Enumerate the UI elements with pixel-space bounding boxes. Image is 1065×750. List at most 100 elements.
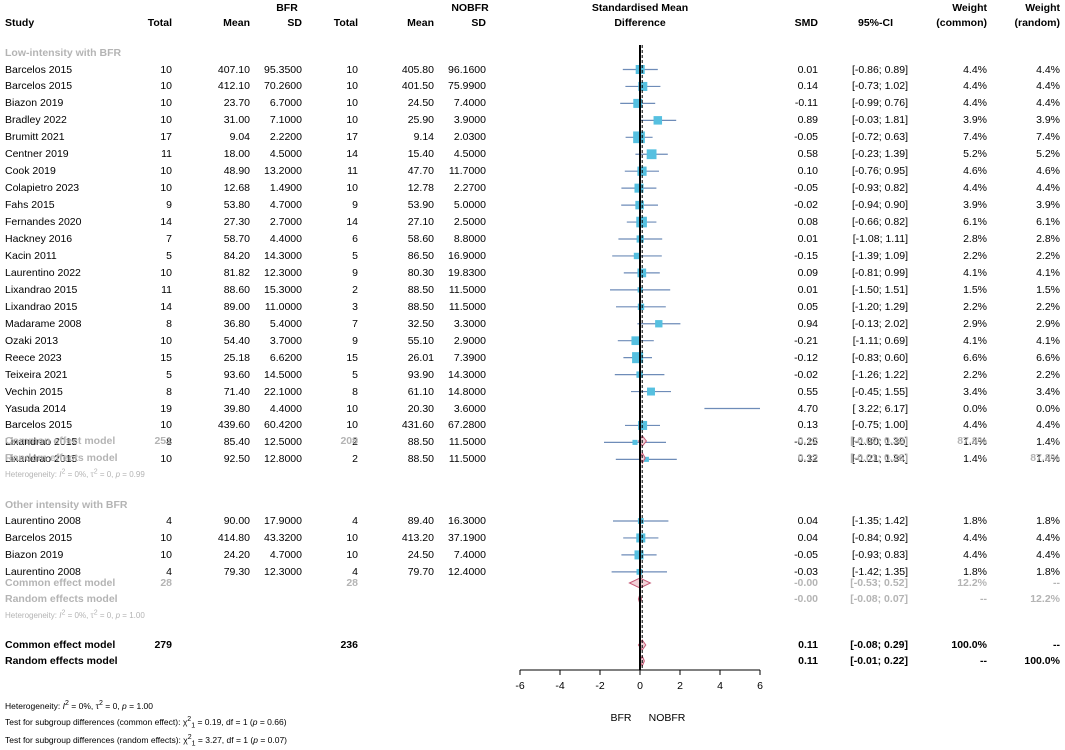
study-smd: 0.58	[797, 148, 818, 161]
nobfr-mean: 88.50	[407, 300, 434, 313]
nobfr-mean: 88.50	[407, 453, 434, 466]
header-study: Study	[5, 17, 35, 29]
bfr-total: 5	[166, 368, 172, 381]
nobfr-total: 17	[346, 131, 358, 144]
low-heterogeneity: Heterogeneity: I2 = 0%, τ2 = 0, p = 0.99	[5, 468, 145, 480]
study-smd: -0.05	[794, 131, 818, 144]
nobfr-sd: 8.8000	[453, 233, 486, 245]
study-name: Teixeira 2021	[5, 368, 68, 381]
bfr-mean: 27.30	[223, 216, 250, 229]
bfr-mean: 48.90	[223, 165, 250, 178]
nobfr-total: 4	[352, 565, 358, 578]
header-total-nobfr: Total	[333, 17, 358, 29]
test-chi-sub: 1	[191, 722, 196, 730]
study-ci: [-1.11; 0.69]	[852, 334, 908, 347]
bfr-mean: 81.82	[223, 266, 250, 279]
study-weight-common: 3.9%	[963, 114, 987, 127]
other-common-model-ci: [-0.53; 0.52]	[850, 577, 908, 589]
test-p-value: = 0.07)	[257, 735, 288, 745]
nobfr-total: 9	[352, 266, 358, 279]
study-smd: 0.04	[797, 515, 818, 527]
study-ci: [-0.84; 0.92]	[851, 531, 908, 544]
header-smd: SMD	[794, 17, 818, 29]
nobfr-total: 4	[352, 515, 358, 527]
nobfr-mean: 431.60	[401, 419, 434, 432]
study-smd: 0.01	[797, 233, 818, 245]
header-weight-1: Weight	[952, 2, 987, 14]
nobfr-mean: 80.30	[407, 266, 434, 279]
nobfr-sd: 19.8300	[448, 266, 486, 279]
nobfr-sd: 3.6000	[453, 402, 486, 415]
nobfr-mean: 27.10	[407, 216, 434, 229]
nobfr-mean: 58.60	[407, 233, 434, 245]
study-smd: -0.15	[794, 249, 818, 262]
study-square	[633, 252, 641, 260]
study-name: Barcelos 2015	[5, 531, 73, 544]
study-weight-random: 4.4%	[1036, 182, 1060, 195]
bfr-sd: 43.3200	[264, 531, 302, 544]
x-label-nobfr: NOBFR	[648, 712, 686, 724]
study-weight-common: 1.4%	[963, 436, 987, 449]
study-name: Lixandrao 2015	[5, 436, 78, 449]
bfr-total: 10	[160, 97, 172, 110]
bfr-sd: 60.4200	[264, 419, 302, 432]
study-ci: [-1.21; 1.84]	[851, 453, 908, 466]
nobfr-sd: 5.0000	[453, 199, 486, 212]
nobfr-mean: 401.50	[401, 80, 434, 93]
low-common-model-weight-common: 87.8%	[957, 435, 987, 447]
bfr-sd: 12.3000	[264, 266, 302, 279]
nobfr-sd: 7.4000	[453, 97, 486, 110]
overall-common-model-weight-common: 100.0%	[951, 639, 987, 651]
study-smd: 0.10	[797, 165, 818, 178]
het-tau-sup: 2	[93, 468, 98, 476]
study-square	[636, 216, 647, 228]
nobfr-sd: 2.2700	[453, 182, 486, 195]
x-axis-tick-label: 2	[677, 680, 683, 692]
header-sd-nobfr: SD	[471, 17, 486, 29]
header-weight-2: Weight	[1025, 2, 1060, 14]
nobfr-total: 10	[346, 419, 358, 432]
het-tau: τ	[90, 470, 94, 479]
study-weight-random: 6.6%	[1036, 351, 1060, 364]
nobfr-sd: 16.9000	[448, 249, 486, 262]
study-smd: -0.03	[794, 565, 818, 578]
study-ci: [-1.20; 1.29]	[851, 300, 908, 313]
x-axis-tick-label: 0	[637, 680, 643, 692]
nobfr-total: 14	[346, 148, 358, 161]
study-weight-random: 4.1%	[1036, 334, 1060, 347]
study-weight-random: 7.4%	[1036, 131, 1060, 144]
bfr-mean: 92.50	[223, 453, 250, 466]
study-name: Hackney 2016	[5, 233, 73, 245]
het-p-value: = 0.99	[120, 470, 145, 479]
study-weight-random: 1.5%	[1036, 283, 1060, 296]
het-i2-sup: 2	[65, 700, 69, 708]
study-weight-common: 5.2%	[963, 148, 987, 161]
study-smd: -0.05	[794, 548, 818, 561]
bfr-sd: 15.3000	[264, 283, 302, 296]
bfr-sd: 14.5000	[264, 368, 302, 381]
study-name: Reece 2023	[5, 351, 62, 364]
bfr-mean: 88.60	[223, 283, 250, 296]
study-smd: -0.11	[794, 97, 818, 110]
study-ci: [-0.83; 0.60]	[851, 351, 908, 364]
study-smd: -0.05	[794, 182, 818, 195]
study-weight-common: 4.1%	[963, 266, 987, 279]
study-weight-common: 4.4%	[963, 80, 987, 93]
study-square	[633, 98, 643, 108]
study-name: Fernandes 2020	[5, 216, 82, 229]
study-ci: [-1.26; 1.22]	[851, 368, 908, 381]
study-ci: [-0.99; 0.76]	[851, 97, 908, 110]
nobfr-total: 9	[352, 334, 358, 347]
study-ci: [-0.86; 0.89]	[851, 63, 908, 76]
study-weight-random: 2.9%	[1036, 317, 1060, 330]
study-weight-common: 1.5%	[963, 283, 987, 296]
test-p: p	[253, 735, 258, 745]
het-p: p	[122, 701, 127, 711]
het-prefix: Heterogeneity:	[5, 470, 60, 479]
study-weight-common: 2.9%	[963, 317, 987, 330]
study-weight-random: 4.6%	[1036, 165, 1060, 178]
study-weight-common: 1.8%	[963, 565, 987, 578]
bfr-sd: 22.1000	[264, 385, 302, 398]
study-name: Barcelos 2015	[5, 419, 73, 432]
study-name: Lixandrao 2015	[5, 283, 78, 296]
